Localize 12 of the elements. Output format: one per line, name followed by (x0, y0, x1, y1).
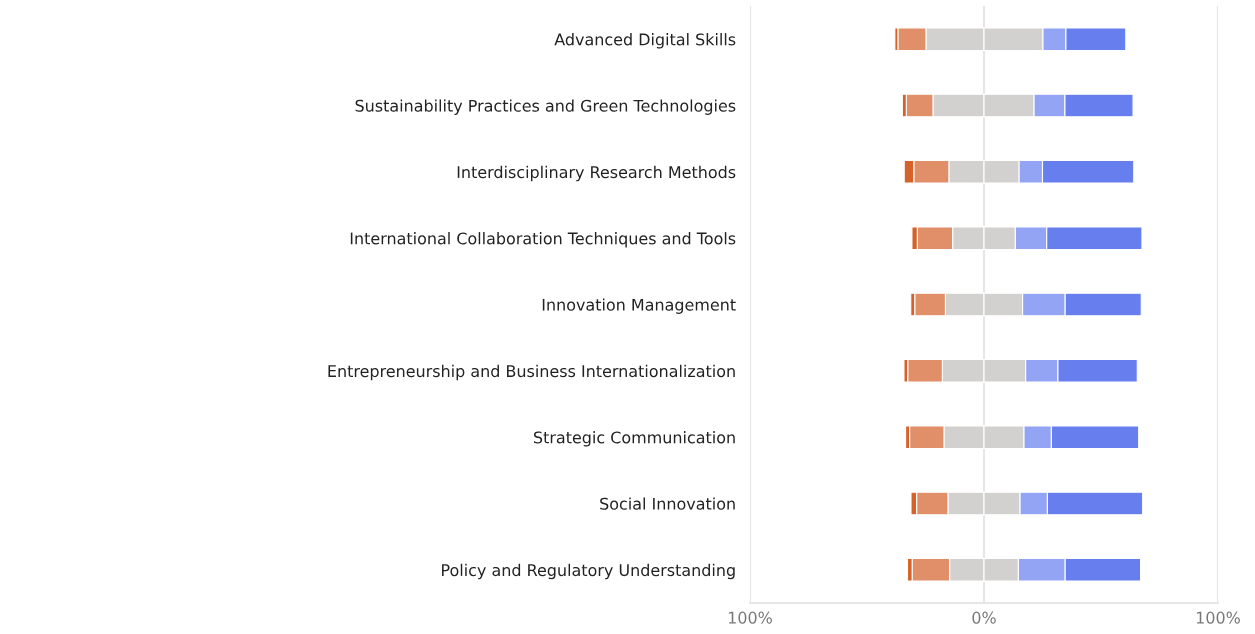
y-tick-label: Social Innovation (600, 497, 735, 510)
y-tick-label: Strategic Communication (534, 431, 735, 447)
y-tick-label: Sustainability Practices and Green Technologies (355, 99, 736, 115)
y-tick-label: Interdisciplinary Research Methods (457, 165, 736, 182)
x-tick-label: 100% (1196, 611, 1240, 624)
y-tick-label: Entrepreneurship and Business Internationalization (328, 364, 735, 381)
y-tick-label: International Collaboration Techniques and Tools (350, 232, 736, 248)
y-tick-label: Advanced Digital Skills (554, 33, 736, 49)
y-tick-label: Policy and Regulatory Understanding (442, 563, 735, 580)
x-tick-label: 0% (972, 611, 996, 624)
x-tick-label: 100% (728, 611, 772, 624)
y-tick-label: Innovation Management (542, 298, 736, 314)
